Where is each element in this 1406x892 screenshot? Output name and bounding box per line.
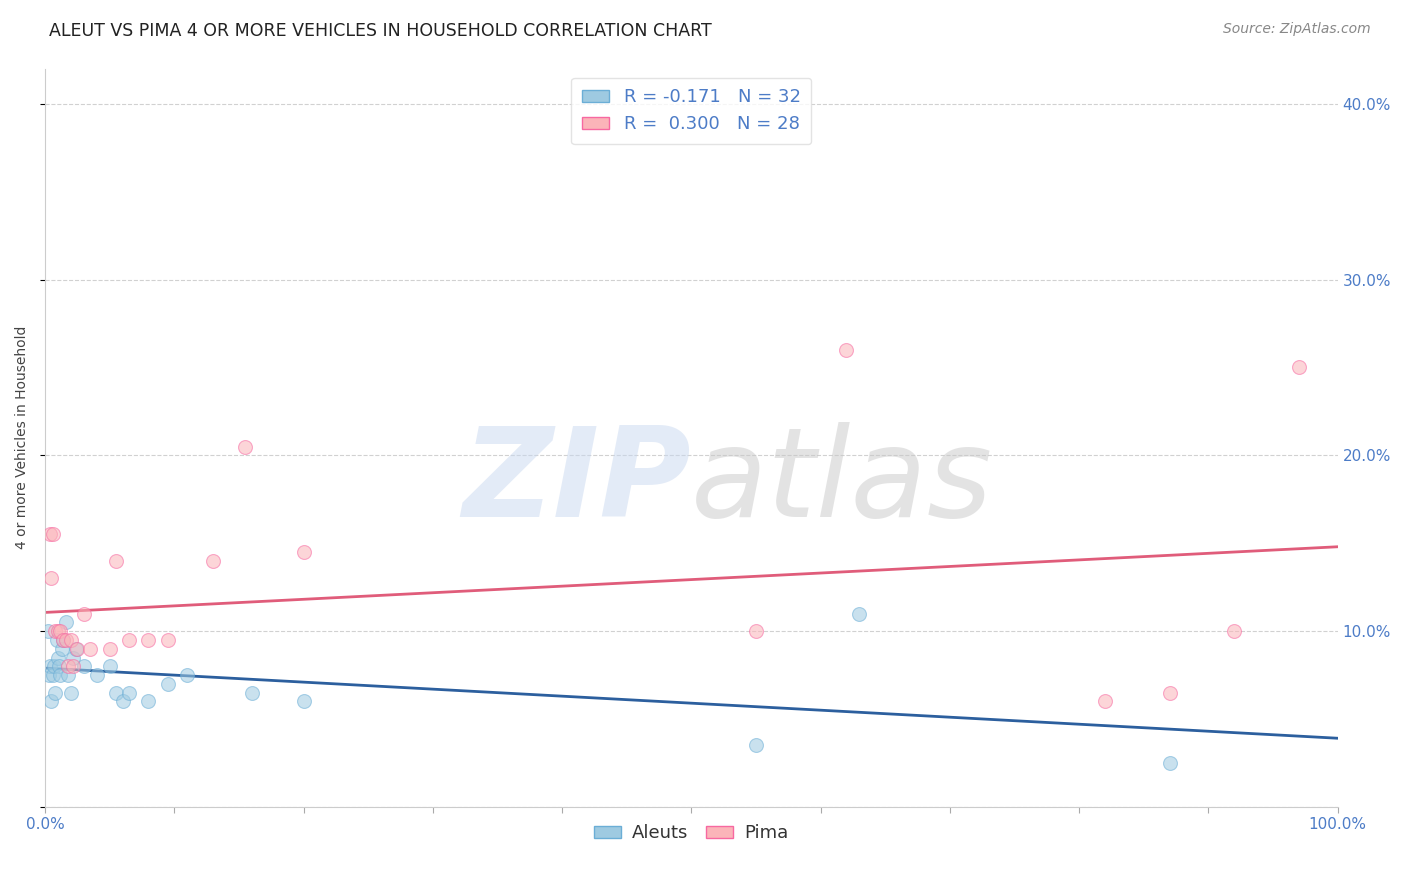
Point (41, 694, 63, 708)
Point (48, 659, 70, 673)
Point (42, 659, 65, 673)
Point (1159, 756, 1181, 770)
Point (58, 668, 80, 682)
Point (111, 694, 134, 708)
Point (292, 545, 315, 559)
Point (98, 659, 121, 673)
Point (156, 632, 179, 647)
Point (55, 615, 77, 630)
Text: Source: ZipAtlas.com: Source: ZipAtlas.com (1223, 22, 1371, 37)
Point (52, 632, 75, 647)
Point (62, 659, 84, 673)
Point (98, 641, 121, 656)
Point (835, 343, 858, 357)
Point (73, 607, 96, 621)
Point (86, 668, 108, 682)
Point (1288, 360, 1310, 375)
Point (73, 659, 96, 673)
Y-axis label: 4 or more Vehicles in Household: 4 or more Vehicles in Household (15, 326, 30, 549)
Point (1223, 624, 1246, 639)
Point (58, 659, 80, 673)
Point (1094, 694, 1116, 708)
Point (233, 440, 256, 454)
Point (848, 607, 870, 621)
Point (65, 641, 87, 656)
Point (745, 739, 768, 753)
Point (202, 554, 225, 568)
Text: ALEUT VS PIMA 4 OR MORE VEHICLES IN HOUSEHOLD CORRELATION CHART: ALEUT VS PIMA 4 OR MORE VEHICLES IN HOUS… (49, 22, 711, 40)
Point (39, 527, 62, 541)
Text: atlas: atlas (692, 422, 994, 542)
Point (138, 632, 160, 647)
Point (59, 686, 82, 700)
Point (44, 624, 66, 639)
Point (79, 641, 101, 656)
Point (118, 686, 141, 700)
Point (39, 659, 62, 673)
Point (38, 668, 60, 682)
Point (745, 624, 768, 639)
Point (118, 632, 141, 647)
Point (59, 632, 82, 647)
Point (49, 668, 72, 682)
Legend: R = -0.171   N = 32, R =  0.300   N = 28: R = -0.171 N = 32, R = 0.300 N = 28 (571, 78, 811, 145)
Point (42, 668, 65, 682)
Point (62, 650, 84, 665)
Point (52, 632, 75, 647)
Point (42, 527, 65, 541)
Point (240, 686, 263, 700)
Text: ZIP: ZIP (463, 422, 692, 542)
Point (37, 624, 59, 639)
Point (51, 641, 73, 656)
Point (138, 694, 160, 708)
Point (156, 677, 179, 691)
Point (176, 668, 198, 682)
Point (105, 686, 128, 700)
Point (105, 554, 128, 568)
Point (46, 650, 69, 665)
Point (292, 694, 315, 708)
Point (1159, 686, 1181, 700)
Point (46, 624, 69, 639)
Point (45, 632, 67, 647)
Point (55, 632, 77, 647)
Point (49, 624, 72, 639)
Point (41, 571, 63, 585)
Point (44, 686, 66, 700)
Point (66, 641, 89, 656)
